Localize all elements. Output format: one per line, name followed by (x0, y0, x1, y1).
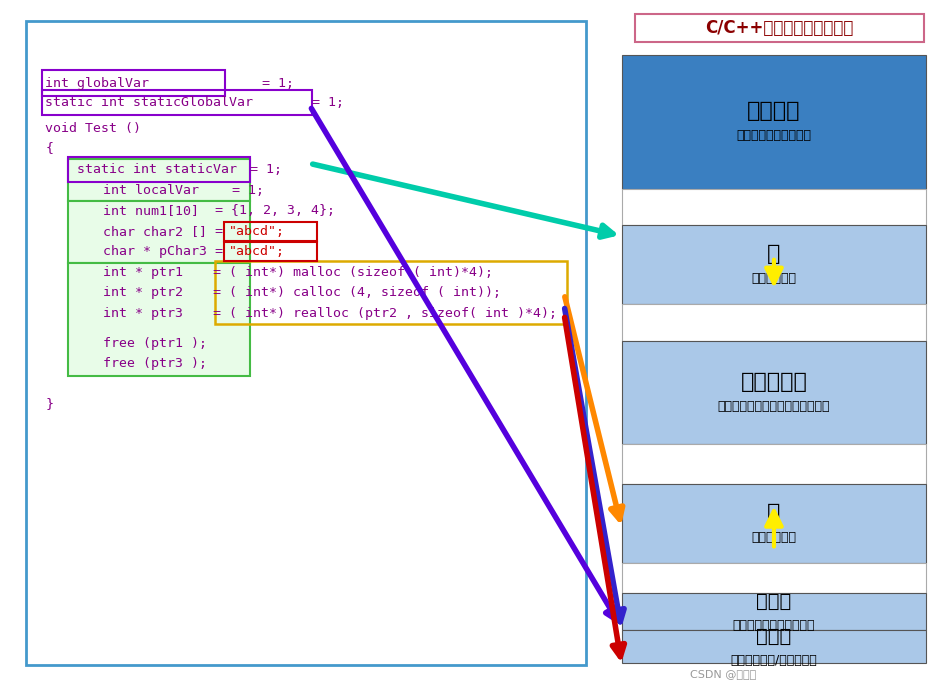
Text: static int staticGlobalVar: static int staticGlobalVar (45, 96, 253, 109)
Bar (42, 90, 312, 115)
Text: = ( int*) malloc (sizeof ( int)*4);: = ( int*) malloc (sizeof ( int)*4); (189, 265, 493, 279)
Text: int num1[10]: int num1[10] (71, 204, 198, 218)
Bar (621, 341, 925, 445)
Bar (68, 201, 250, 263)
Text: "abcd";: "abcd"; (228, 224, 284, 238)
Text: }: } (45, 397, 53, 410)
Text: = {1, 2, 3, 4};: = {1, 2, 3, 4}; (214, 204, 334, 218)
Bar (26, 21, 585, 665)
Text: （向上增长）: （向上增长） (750, 531, 796, 544)
Bar (68, 263, 250, 376)
Bar (634, 14, 923, 42)
Text: 栈: 栈 (767, 244, 780, 265)
Bar (224, 222, 316, 241)
Bar (42, 70, 225, 96)
Text: = 1;: = 1; (222, 77, 294, 90)
Text: static int staticVar: static int staticVar (45, 163, 237, 176)
Text: （可执行代码/只读常量）: （可执行代码/只读常量） (730, 654, 817, 667)
Text: 堆: 堆 (767, 503, 780, 523)
Text: = 1;: = 1; (250, 163, 282, 176)
Text: "abcd";: "abcd"; (228, 245, 284, 259)
Bar (621, 630, 925, 663)
Text: char * pChar3: char * pChar3 (71, 245, 207, 259)
Text: int globalVar: int globalVar (45, 77, 149, 90)
Text: char char2 []: char char2 [] (71, 224, 207, 238)
Bar (68, 157, 250, 182)
Text: int * ptr1: int * ptr1 (71, 265, 183, 279)
Bar (621, 563, 925, 594)
Text: CSDN @陈亦康: CSDN @陈亦康 (689, 668, 755, 679)
Text: free (ptr1 );: free (ptr1 ); (71, 337, 207, 350)
Text: 内存映射段: 内存映射段 (740, 372, 806, 393)
Bar (621, 304, 925, 341)
Text: int localVar: int localVar (71, 183, 198, 197)
Bar (621, 189, 925, 225)
Text: {: { (45, 141, 53, 155)
Text: = ( int*) realloc (ptr2 , sizeof( int )*4);: = ( int*) realloc (ptr2 , sizeof( int )*… (189, 306, 556, 320)
Text: = 1;: = 1; (208, 183, 263, 197)
Text: void Test (): void Test () (45, 122, 142, 135)
Text: = 1;: = 1; (312, 96, 344, 109)
Text: （向下增长）: （向下增长） (750, 272, 796, 285)
Bar (68, 159, 250, 201)
Text: （用户代码不能读写）: （用户代码不能读写） (735, 129, 811, 142)
Bar (621, 55, 925, 189)
Text: 内核空间: 内核空间 (747, 101, 800, 122)
Text: （文件映射、动态库、匿名映射）: （文件映射、动态库、匿名映射） (716, 399, 830, 412)
Bar (215, 261, 566, 324)
Text: 数据段: 数据段 (755, 592, 791, 611)
Text: free (ptr3 );: free (ptr3 ); (71, 357, 207, 371)
Bar (621, 225, 925, 304)
Text: （全局数据、静态数据）: （全局数据、静态数据） (732, 619, 815, 632)
Bar (224, 242, 316, 261)
Text: 代码段: 代码段 (755, 627, 791, 646)
Bar (621, 594, 925, 630)
Text: int * ptr2: int * ptr2 (71, 286, 183, 300)
Bar (621, 484, 925, 563)
Text: int * ptr3: int * ptr3 (71, 306, 183, 320)
Bar (621, 445, 925, 484)
Text: =: = (214, 224, 230, 238)
Text: C/C++中程序内存区域划分: C/C++中程序内存区域划分 (704, 19, 853, 37)
Text: =: = (214, 245, 230, 259)
Text: = ( int*) calloc (4, sizeof ( int));: = ( int*) calloc (4, sizeof ( int)); (189, 286, 500, 300)
